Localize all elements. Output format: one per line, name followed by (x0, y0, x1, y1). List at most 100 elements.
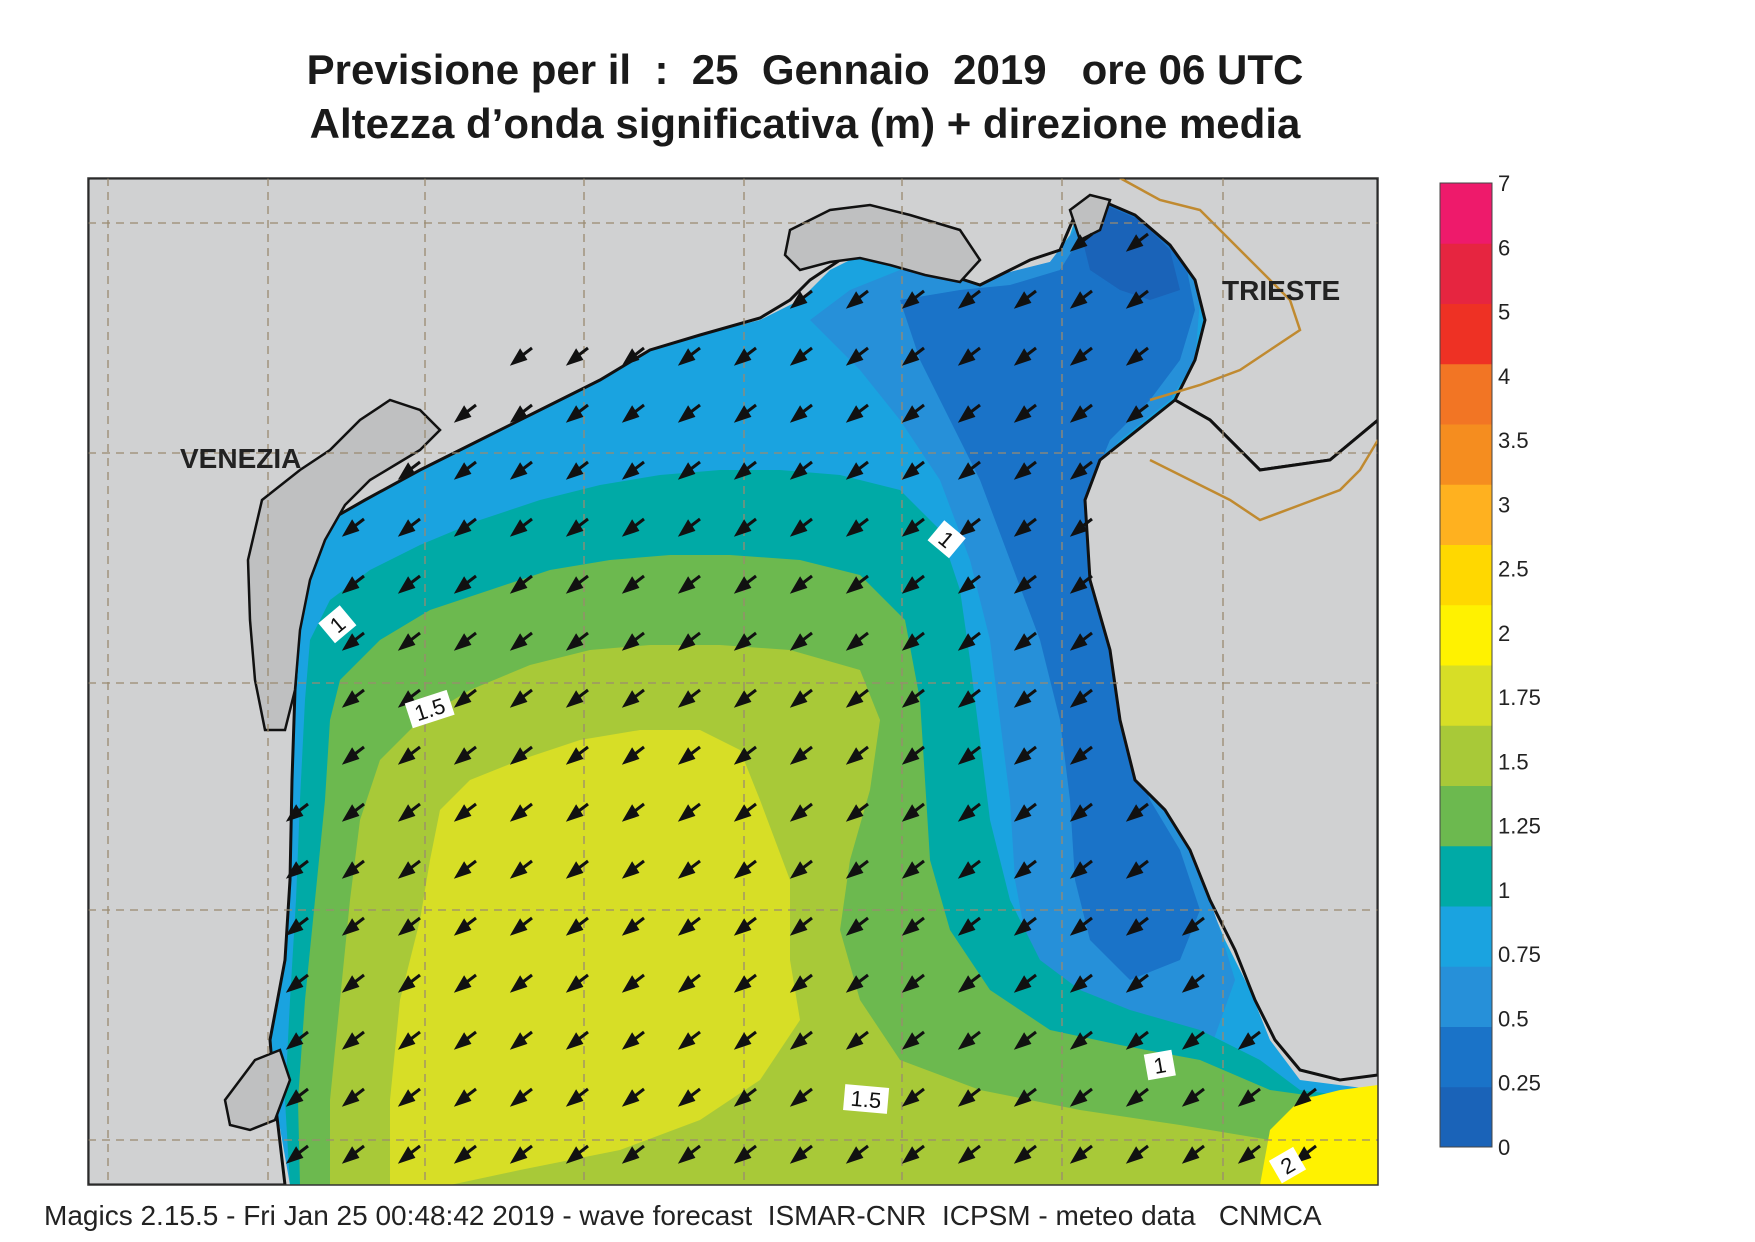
direction-arrow-head (565, 747, 584, 765)
direction-arrow-head (453, 576, 472, 594)
direction-arrow-head (901, 804, 920, 822)
lagoon-venezia (246, 398, 442, 732)
direction-arrow-head (453, 861, 472, 879)
colour-scale-label: 3 (1498, 492, 1510, 517)
colour-scale-box (1440, 1026, 1492, 1088)
direction-arrow-head (1125, 1032, 1144, 1050)
direction-arrow-head (901, 348, 920, 366)
direction-arrow-head (677, 861, 696, 879)
colour-scale-label: 1.5 (1498, 749, 1529, 774)
direction-arrow-head (733, 975, 752, 993)
colour-scale-label: 0 (1498, 1135, 1510, 1160)
direction-arrow-head (789, 405, 808, 423)
direction-arrow-head (1069, 519, 1088, 537)
direction-arrow-head (1125, 918, 1144, 936)
direction-arrow-head (1069, 576, 1088, 594)
direction-arrow-head (1013, 690, 1032, 708)
place-label-venezia: VENEZIA (180, 443, 301, 474)
direction-arrow-head (509, 690, 528, 708)
direction-arrow-head (677, 462, 696, 480)
direction-arrow-head (565, 918, 584, 936)
wave-band-1.75 (390, 730, 800, 1185)
direction-arrow-head (453, 462, 472, 480)
direction-arrow-head (733, 1146, 752, 1164)
direction-arrow-head (733, 747, 752, 765)
direction-arrow-head (789, 975, 808, 993)
direction-arrow-head (1293, 1146, 1312, 1164)
colour-scale-label: 1.75 (1498, 685, 1541, 710)
direction-arrow-head (901, 690, 920, 708)
colour-scale-box (1440, 604, 1492, 666)
direction-arrow-head (1125, 291, 1144, 309)
land-istria (1083, 398, 1378, 1082)
direction-arrow-head (789, 291, 808, 309)
direction-arrow-head (621, 690, 640, 708)
direction-arrow-head (509, 576, 528, 594)
direction-arrow-head (901, 519, 920, 537)
direction-arrow-head (1181, 975, 1200, 993)
direction-arrow-head (845, 576, 864, 594)
direction-arrow-head (1069, 975, 1088, 993)
direction-arrow-head (677, 1089, 696, 1107)
direction-arrow-head (565, 576, 584, 594)
direction-arrow-head (789, 861, 808, 879)
direction-arrow-head (1069, 348, 1088, 366)
direction-arrow-head (677, 348, 696, 366)
colour-scale-box (1440, 725, 1492, 786)
direction-arrow-head (285, 861, 304, 879)
direction-arrow-head (845, 918, 864, 936)
direction-arrow-head (285, 804, 304, 822)
colour-scale-labels: 7 6 5 4 3.5 3 2.5 2 1.75 1.5 1.25 1 0.75 0.5 0.25 0 (1498, 171, 1541, 1160)
direction-arrow-head (845, 690, 864, 708)
direction-arrow-head (621, 633, 640, 651)
direction-arrow-head (565, 690, 584, 708)
colour-scale-box (1440, 1086, 1492, 1148)
colour-scale-label: 4 (1498, 364, 1510, 389)
direction-arrow-head (453, 405, 472, 423)
direction-arrow-head (1069, 291, 1088, 309)
direction-arrow-head (1125, 348, 1144, 366)
direction-arrow-head (509, 918, 528, 936)
direction-arrow-head (397, 633, 416, 651)
direction-arrow-head (285, 1146, 304, 1164)
direction-arrow-head (1181, 1089, 1200, 1107)
direction-arrow-head (1013, 1089, 1032, 1107)
direction-arrow-head (789, 1146, 808, 1164)
direction-arrow-head (621, 1032, 640, 1050)
direction-arrow-head (565, 1089, 584, 1107)
direction-arrow-head (845, 975, 864, 993)
direction-arrow-head (957, 519, 976, 537)
direction-arrow-head (453, 918, 472, 936)
direction-arrow-head (397, 804, 416, 822)
direction-arrow-head (845, 861, 864, 879)
direction-arrow-head (957, 462, 976, 480)
direction-arrow-head (397, 918, 416, 936)
direction-arrow-head (1069, 747, 1088, 765)
direction-arrow-head (1237, 1146, 1256, 1164)
direction-arrow-head (901, 975, 920, 993)
direction-arrow-head (901, 861, 920, 879)
direction-arrow-head (1125, 405, 1144, 423)
direction-arrow-head (621, 1146, 640, 1164)
direction-arrow-head (789, 576, 808, 594)
direction-arrow-head (397, 462, 416, 480)
colour-scale-label: 1.25 (1498, 814, 1541, 839)
direction-arrow-head (453, 633, 472, 651)
direction-arrow-head (1013, 1032, 1032, 1050)
direction-arrow-head (509, 633, 528, 651)
direction-arrow-head (677, 690, 696, 708)
direction-arrow-head (509, 1146, 528, 1164)
title-line-2: Altezza d’onda significativa (m) + direz… (309, 100, 1301, 147)
direction-arrow-head (509, 405, 528, 423)
direction-arrow-head (621, 348, 640, 366)
direction-arrow-head (621, 405, 640, 423)
direction-arrow-head (1181, 1032, 1200, 1050)
colour-scale-label: 0.25 (1498, 1071, 1541, 1096)
colour-scale-box (1440, 785, 1492, 847)
direction-arrow-head (901, 1146, 920, 1164)
direction-arrow-head (1125, 1146, 1144, 1164)
direction-arrow-head (789, 804, 808, 822)
direction-arrow-head (1069, 462, 1088, 480)
direction-arrow-head (341, 975, 360, 993)
